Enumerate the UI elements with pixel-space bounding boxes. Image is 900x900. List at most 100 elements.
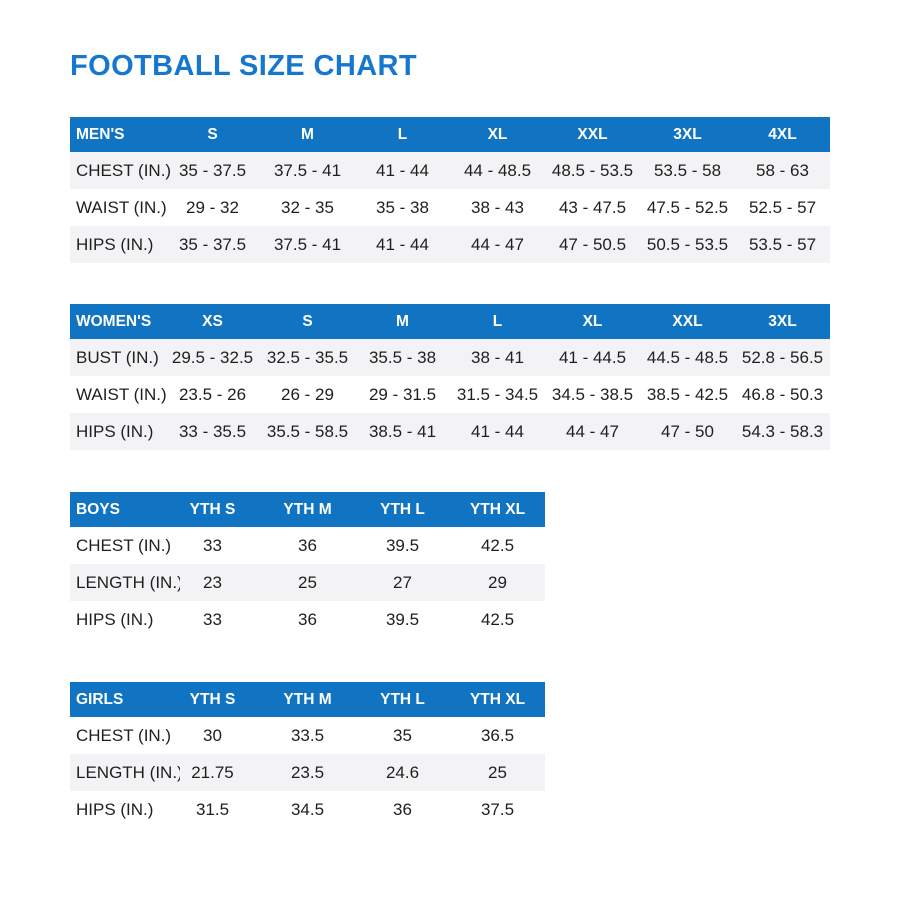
size-value: 23.5 - 26 — [178, 384, 247, 404]
size-table-girls: GIRLS YTH S YTH M YTH L YTH XL CHEST (IN… — [70, 682, 545, 828]
size-value: 39.5 — [385, 609, 420, 629]
page-title: FOOTBALL SIZE CHART — [70, 50, 417, 82]
size-value: 41 - 44 — [376, 160, 429, 180]
size-value: 35 — [393, 725, 412, 745]
row-label-text: WAIST (IN.) — [76, 197, 167, 217]
row-label-text: CHEST (IN.) — [76, 725, 172, 745]
size-value: 32.5 - 35.5 — [266, 347, 349, 367]
row-label: WAIST (IN.) — [70, 197, 167, 218]
size-value: 38.5 - 42.5 — [646, 384, 729, 404]
size-value: 38 - 43 — [471, 197, 524, 217]
size-value: 44 - 47 — [471, 234, 524, 254]
size-value: 34.5 - 38.5 — [551, 384, 634, 404]
size-value: 35.5 - 38 — [368, 347, 437, 367]
size-value: 33.5 — [290, 725, 325, 745]
table-header-row-womens: WOMEN'S XS S M L XL XXL 3XL — [70, 304, 830, 339]
table-row-waist: WAIST (IN.) 23.5 - 26 26 - 29 29 - 31.5 … — [70, 376, 830, 413]
row-label-text: WAIST (IN.) — [76, 384, 167, 404]
column-header-size: XL — [487, 125, 508, 143]
size-value: 38 - 41 — [471, 347, 524, 367]
size-value: 35 - 38 — [376, 197, 429, 217]
row-label: CHEST (IN.) — [70, 535, 171, 556]
size-value: 36 — [393, 799, 412, 819]
table-row-hips: HIPS (IN.) 33 - 35.5 35.5 - 58.5 38.5 - … — [70, 413, 830, 450]
column-header-size: YTH M — [283, 690, 332, 708]
column-header-size: XL — [582, 312, 603, 330]
size-value: 42.5 — [480, 609, 515, 629]
size-value: 29.5 - 32.5 — [171, 347, 254, 367]
size-value: 37.5 — [480, 799, 515, 819]
table-row-chest: CHEST (IN.) 35 - 37.5 37.5 - 41 41 - 44 … — [70, 152, 830, 189]
row-label: HIPS (IN.) — [70, 799, 165, 820]
size-value: 50.5 - 53.5 — [646, 234, 729, 254]
row-label-text: HIPS (IN.) — [76, 799, 154, 819]
row-label-text: HIPS (IN.) — [76, 609, 154, 629]
size-value: 44 - 47 — [566, 421, 619, 441]
table-row-hips: HIPS (IN.) 31.5 34.5 36 37.5 — [70, 791, 545, 828]
size-value: 42.5 — [480, 535, 515, 555]
size-value: 58 - 63 — [756, 160, 809, 180]
column-header-size: YTH S — [189, 690, 236, 708]
size-value: 35 - 37.5 — [178, 234, 247, 254]
column-header-size: L — [397, 125, 408, 143]
table-header-row-mens: MEN'S S M L XL XXL 3XL 4XL — [70, 117, 830, 152]
size-value: 38.5 - 41 — [368, 421, 437, 441]
table-header-row-girls: GIRLS YTH S YTH M YTH L YTH XL — [70, 682, 545, 717]
row-label-text: LENGTH (IN.) — [76, 572, 180, 592]
size-value: 37.5 - 41 — [273, 160, 342, 180]
size-value: 33 — [203, 609, 222, 629]
size-table-mens: MEN'S S M L XL XXL 3XL 4XL CHEST (IN.) 3… — [70, 117, 830, 263]
column-header-boys: BOYS — [76, 500, 120, 518]
row-label: LENGTH (IN.) — [70, 572, 180, 593]
row-label: HIPS (IN.) — [70, 609, 165, 630]
column-header-size: 4XL — [768, 125, 797, 143]
column-header-size: XXL — [672, 312, 703, 330]
size-value: 30 — [203, 725, 222, 745]
size-value: 48.5 - 53.5 — [551, 160, 634, 180]
row-label: CHEST (IN.) — [70, 160, 171, 181]
size-value: 47 - 50 — [661, 421, 714, 441]
row-label: HIPS (IN.) — [70, 234, 165, 255]
size-value: 31.5 — [195, 799, 230, 819]
column-header-size: L — [492, 312, 503, 330]
column-header-size: S — [207, 125, 218, 143]
column-header-size: YTH XL — [469, 690, 526, 708]
size-value: 52.5 - 57 — [748, 197, 817, 217]
size-value: 32 - 35 — [281, 197, 334, 217]
size-value: 24.6 — [385, 762, 420, 782]
column-header-size: M — [396, 312, 409, 330]
size-value: 25 — [298, 572, 317, 592]
size-value: 21.75 — [191, 762, 234, 782]
column-header-size: YTH L — [380, 690, 425, 708]
size-value: 47.5 - 52.5 — [646, 197, 729, 217]
column-header-size: YTH S — [189, 500, 236, 518]
size-table-boys: BOYS YTH S YTH M YTH L YTH XL CHEST (IN.… — [70, 492, 545, 638]
column-header-mens: MEN'S — [76, 125, 125, 143]
column-header-size: S — [302, 312, 313, 330]
column-header-womens: WOMEN'S — [76, 312, 152, 330]
row-label-text: BUST (IN.) — [76, 347, 159, 367]
size-value: 54.3 - 58.3 — [741, 421, 824, 441]
table-row-length: LENGTH (IN.) 21.75 23.5 24.6 25 — [70, 754, 545, 791]
column-header-size: YTH XL — [469, 500, 526, 518]
size-value: 41 - 44 — [471, 421, 524, 441]
row-label: CHEST (IN.) — [70, 725, 171, 746]
table-row-chest: CHEST (IN.) 33 36 39.5 42.5 — [70, 527, 545, 564]
size-value: 41 - 44 — [376, 234, 429, 254]
column-header-size: 3XL — [768, 312, 797, 330]
size-value: 53.5 - 58 — [653, 160, 722, 180]
size-value: 33 — [203, 535, 222, 555]
size-value: 23 — [203, 572, 222, 592]
size-value: 35 - 37.5 — [178, 160, 247, 180]
column-header-size: M — [301, 125, 314, 143]
row-label-text: LENGTH (IN.) — [76, 762, 180, 782]
size-value: 26 - 29 — [281, 384, 334, 404]
size-value: 31.5 - 34.5 — [456, 384, 539, 404]
column-header-size: YTH L — [380, 500, 425, 518]
table-row-length: LENGTH (IN.) 23 25 27 29 — [70, 564, 545, 601]
table-row-hips: HIPS (IN.) 35 - 37.5 37.5 - 41 41 - 44 4… — [70, 226, 830, 263]
row-label: LENGTH (IN.) — [70, 762, 180, 783]
size-value: 23.5 — [290, 762, 325, 782]
size-value: 37.5 - 41 — [273, 234, 342, 254]
size-value: 33 - 35.5 — [178, 421, 247, 441]
